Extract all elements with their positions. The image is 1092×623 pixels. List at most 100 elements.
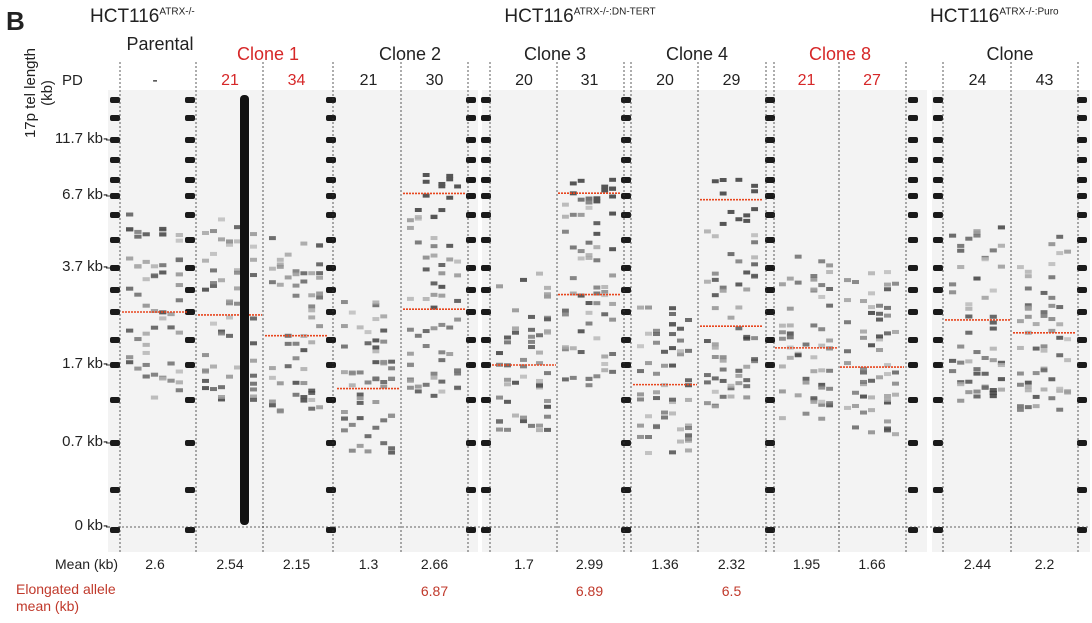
- band: [609, 351, 617, 356]
- group-title: HCT116ATRX-/-:Puro: [930, 6, 1059, 28]
- ladder-band: [908, 177, 918, 183]
- band: [685, 318, 692, 323]
- band: [380, 384, 388, 389]
- band: [609, 177, 617, 182]
- band: [965, 379, 973, 384]
- band: [997, 243, 1005, 248]
- band: [637, 423, 644, 428]
- band: [422, 329, 430, 334]
- band: [1024, 388, 1032, 393]
- band: [341, 410, 348, 415]
- ladder-band: [185, 177, 195, 183]
- band: [504, 335, 511, 340]
- band: [544, 427, 551, 432]
- band: [422, 172, 430, 177]
- band: [1017, 265, 1024, 270]
- band: [779, 389, 786, 394]
- band: [949, 282, 957, 287]
- band: [430, 292, 438, 297]
- ladder-band: [481, 177, 491, 183]
- band: [876, 337, 883, 342]
- band: [719, 378, 727, 383]
- band: [292, 272, 300, 277]
- band: [981, 355, 989, 360]
- band: [202, 287, 209, 292]
- band: [1040, 348, 1048, 353]
- band: [175, 380, 183, 385]
- band: [1040, 344, 1048, 349]
- ladder-band: [110, 527, 120, 533]
- band: [341, 324, 348, 329]
- band: [292, 283, 300, 288]
- band: [438, 389, 446, 394]
- band: [818, 283, 826, 288]
- band: [1056, 234, 1064, 239]
- ladder-band: [466, 309, 476, 315]
- band: [743, 378, 751, 383]
- ladder-band: [326, 362, 336, 368]
- band: [520, 277, 527, 282]
- band: [438, 263, 446, 268]
- mean-value: 2.6: [145, 556, 165, 572]
- band: [372, 425, 380, 430]
- band: [438, 271, 446, 276]
- band: [957, 243, 965, 248]
- band: [810, 399, 818, 404]
- band: [957, 398, 965, 403]
- band: [175, 388, 183, 393]
- band: [562, 312, 569, 317]
- band: [1056, 386, 1064, 391]
- band: [175, 369, 183, 374]
- band: [175, 257, 183, 262]
- band: [520, 415, 527, 420]
- ladder-band: [481, 337, 491, 343]
- band: [454, 273, 462, 278]
- band: [300, 398, 308, 403]
- ladder-band: [621, 397, 631, 403]
- band: [585, 321, 593, 326]
- ladder-band: [110, 397, 120, 403]
- band: [892, 432, 899, 437]
- band: [454, 371, 462, 376]
- band: [250, 397, 257, 402]
- band: [284, 364, 292, 369]
- ladder-band: [933, 137, 943, 143]
- band: [438, 358, 446, 363]
- band: [226, 239, 233, 244]
- band: [949, 290, 957, 295]
- band: [711, 234, 719, 239]
- band: [1048, 328, 1056, 333]
- ladder-band: [481, 193, 491, 199]
- band: [1017, 319, 1024, 324]
- band: [422, 297, 430, 302]
- band: [504, 427, 511, 432]
- ladder-band: [466, 193, 476, 199]
- gel-panel: [108, 90, 478, 552]
- ladder-band: [110, 309, 120, 315]
- band: [562, 345, 569, 350]
- band: [562, 308, 569, 313]
- band: [134, 264, 142, 269]
- band: [407, 351, 414, 356]
- band: [609, 211, 617, 216]
- ladder-band: [908, 157, 918, 163]
- ladder-band: [933, 177, 943, 183]
- band: [446, 243, 454, 248]
- band: [876, 375, 883, 380]
- band: [562, 214, 569, 219]
- band: [388, 450, 396, 455]
- pd-value: 21: [797, 72, 816, 89]
- ladder-band: [466, 487, 476, 493]
- ladder-band: [621, 287, 631, 293]
- band: [528, 339, 535, 344]
- ladder-band: [621, 362, 631, 368]
- band: [973, 233, 981, 238]
- band: [577, 197, 585, 202]
- band: [609, 369, 617, 374]
- band: [226, 374, 233, 379]
- ladder-band: [1077, 362, 1087, 368]
- band: [786, 335, 794, 340]
- band: [446, 257, 454, 262]
- band: [711, 376, 719, 381]
- band: [711, 293, 719, 298]
